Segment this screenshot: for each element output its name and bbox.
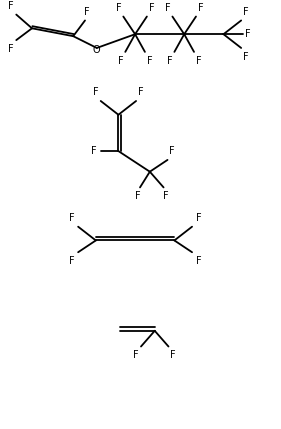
Text: F: F <box>147 56 153 66</box>
Text: F: F <box>138 87 144 97</box>
Text: F: F <box>163 191 168 201</box>
Text: F: F <box>135 191 141 201</box>
Text: F: F <box>84 6 90 17</box>
Text: F: F <box>69 213 74 223</box>
Text: F: F <box>8 0 13 11</box>
Text: F: F <box>171 350 176 360</box>
Text: F: F <box>243 52 249 62</box>
Text: F: F <box>93 87 99 97</box>
Text: F: F <box>8 44 13 54</box>
Text: F: F <box>133 350 139 360</box>
Text: F: F <box>118 56 123 66</box>
Text: F: F <box>69 256 74 266</box>
Text: F: F <box>165 3 171 12</box>
Text: F: F <box>243 6 249 17</box>
Text: F: F <box>169 146 175 156</box>
Text: F: F <box>116 3 121 12</box>
Text: F: F <box>198 3 203 12</box>
Text: F: F <box>149 3 155 12</box>
Text: F: F <box>245 29 251 39</box>
Text: F: F <box>196 56 201 66</box>
Text: F: F <box>196 256 201 266</box>
Text: F: F <box>196 213 201 223</box>
Text: O: O <box>93 45 101 55</box>
Text: F: F <box>167 56 173 66</box>
Text: F: F <box>91 146 97 156</box>
